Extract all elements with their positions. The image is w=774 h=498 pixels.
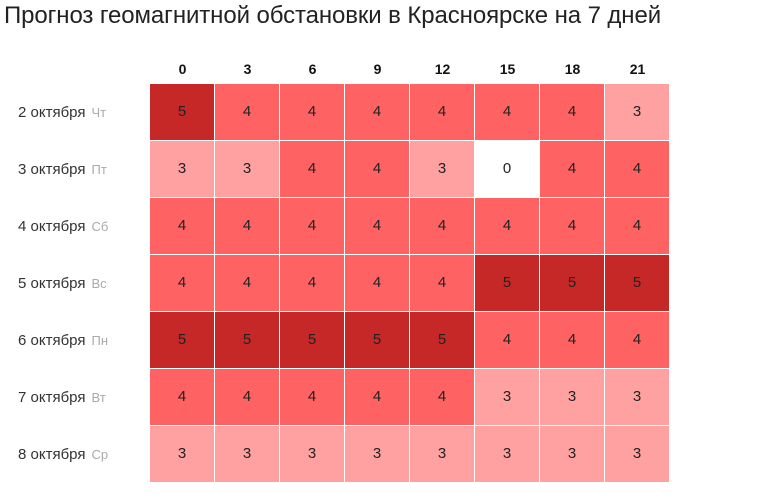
heatmap-cell: 4 <box>280 198 344 254</box>
row-weekday: Ср <box>91 447 109 462</box>
hour-header-row: 0 3 6 9 12 15 18 21 <box>150 57 670 81</box>
row-date: 7 октября <box>18 389 86 406</box>
row-label: 4 октября Сб <box>18 198 108 255</box>
heatmap-cell: 3 <box>605 426 669 482</box>
row-date: 2 октября <box>18 104 86 121</box>
heatmap-row: 4 октября Сб 4 4 4 4 4 4 4 4 <box>0 198 774 255</box>
heatmap-cell: 4 <box>540 141 604 197</box>
heatmap-cell: 4 <box>150 198 214 254</box>
heatmap-cell: 4 <box>540 312 604 368</box>
hour-label: 21 <box>629 61 646 77</box>
heatmap-cell: 5 <box>215 312 279 368</box>
heatmap-cell: 3 <box>345 426 409 482</box>
heatmap-cell: 4 <box>475 312 539 368</box>
heatmap-cell: 3 <box>410 141 474 197</box>
row-label: 2 октября Чт <box>18 84 106 141</box>
row-label: 7 октября Вт <box>18 369 106 426</box>
heatmap-cell: 5 <box>150 312 214 368</box>
heatmap-cell: 4 <box>410 255 474 311</box>
row-weekday: Сб <box>91 219 109 234</box>
hour-label: 3 <box>243 61 252 77</box>
row-date: 3 октября <box>18 161 86 178</box>
heatmap-cell: 3 <box>475 426 539 482</box>
heatmap-cell: 4 <box>540 84 604 140</box>
heatmap-cell: 4 <box>410 198 474 254</box>
heatmap-cell: 3 <box>150 426 214 482</box>
heatmap-cell: 4 <box>215 198 279 254</box>
heatmap-cell: 5 <box>540 255 604 311</box>
row-label: 6 октября Пн <box>18 312 108 369</box>
page-title: Прогноз геомагнитной обстановки в Красно… <box>4 2 661 29</box>
heatmap-cell: 3 <box>410 426 474 482</box>
heatmap-cell: 3 <box>540 426 604 482</box>
hour-label: 15 <box>499 61 516 77</box>
row-weekday: Пт <box>91 162 107 177</box>
heatmap-cell: 3 <box>150 141 214 197</box>
row-weekday: Пн <box>91 333 108 348</box>
hour-label: 0 <box>178 61 187 77</box>
row-date: 6 октября <box>18 332 86 349</box>
heatmap-row: 7 октября Вт 4 4 4 4 4 3 3 3 <box>0 369 774 426</box>
hour-label: 18 <box>564 61 581 77</box>
heatmap-cell: 3 <box>605 369 669 425</box>
heatmap-cell: 4 <box>605 198 669 254</box>
heatmap-row: 8 октября Ср 3 3 3 3 3 3 3 3 <box>0 426 774 483</box>
row-label: 3 октября Пт <box>18 141 107 198</box>
heatmap-cell: 4 <box>345 198 409 254</box>
heatmap-cell: 4 <box>345 84 409 140</box>
hour-label: 12 <box>434 61 451 77</box>
heatmap-cell: 3 <box>215 141 279 197</box>
heatmap-row: 6 октября Пн 5 5 5 5 5 4 4 4 <box>0 312 774 369</box>
heatmap-cell: 5 <box>345 312 409 368</box>
row-date: 4 октября <box>18 218 86 235</box>
heatmap-cell: 4 <box>150 255 214 311</box>
hour-label: 9 <box>373 61 382 77</box>
row-weekday: Чт <box>91 105 107 120</box>
heatmap-cell: 4 <box>215 84 279 140</box>
hour-label: 6 <box>308 61 317 77</box>
heatmap-cell: 4 <box>605 312 669 368</box>
heatmap-row: 3 октября Пт 3 3 4 4 3 0 4 4 <box>0 141 774 198</box>
row-date: 5 октября <box>18 275 86 292</box>
heatmap-cell: 4 <box>215 369 279 425</box>
heatmap-cell: 4 <box>150 369 214 425</box>
heatmap-cell: 3 <box>215 426 279 482</box>
heatmap-cell: 3 <box>540 369 604 425</box>
row-date: 8 октября <box>18 446 86 463</box>
heatmap-cell: 4 <box>410 369 474 425</box>
heatmap-row: 5 октября Вс 4 4 4 4 4 5 5 5 <box>0 255 774 312</box>
heatmap-cell: 0 <box>475 141 539 197</box>
heatmap-cell: 4 <box>280 84 344 140</box>
heatmap-cell: 4 <box>215 255 279 311</box>
heatmap-cell: 5 <box>280 312 344 368</box>
heatmap-cell: 4 <box>280 141 344 197</box>
row-weekday: Вт <box>91 390 106 405</box>
heatmap-cell: 4 <box>345 369 409 425</box>
heatmap-cell: 4 <box>475 84 539 140</box>
heatmap-cell: 5 <box>410 312 474 368</box>
heatmap-cell: 4 <box>540 198 604 254</box>
heatmap-row: 2 октября Чт 5 4 4 4 4 4 4 3 <box>0 84 774 141</box>
heatmap-cell: 4 <box>345 255 409 311</box>
heatmap-cell: 3 <box>475 369 539 425</box>
heatmap-cell: 4 <box>605 141 669 197</box>
heatmap-cell: 5 <box>475 255 539 311</box>
heatmap-cell: 4 <box>280 255 344 311</box>
heatmap-cell: 4 <box>345 141 409 197</box>
heatmap-cell: 3 <box>605 84 669 140</box>
heatmap-cell: 5 <box>150 84 214 140</box>
heatmap-cell: 5 <box>605 255 669 311</box>
row-label: 5 октября Вс <box>18 255 107 312</box>
row-label: 8 октября Ср <box>18 426 108 483</box>
heatmap-cell: 4 <box>280 369 344 425</box>
heatmap-cell: 3 <box>280 426 344 482</box>
row-weekday: Вс <box>91 276 107 291</box>
heatmap-cell: 4 <box>475 198 539 254</box>
heatmap-cell: 4 <box>410 84 474 140</box>
